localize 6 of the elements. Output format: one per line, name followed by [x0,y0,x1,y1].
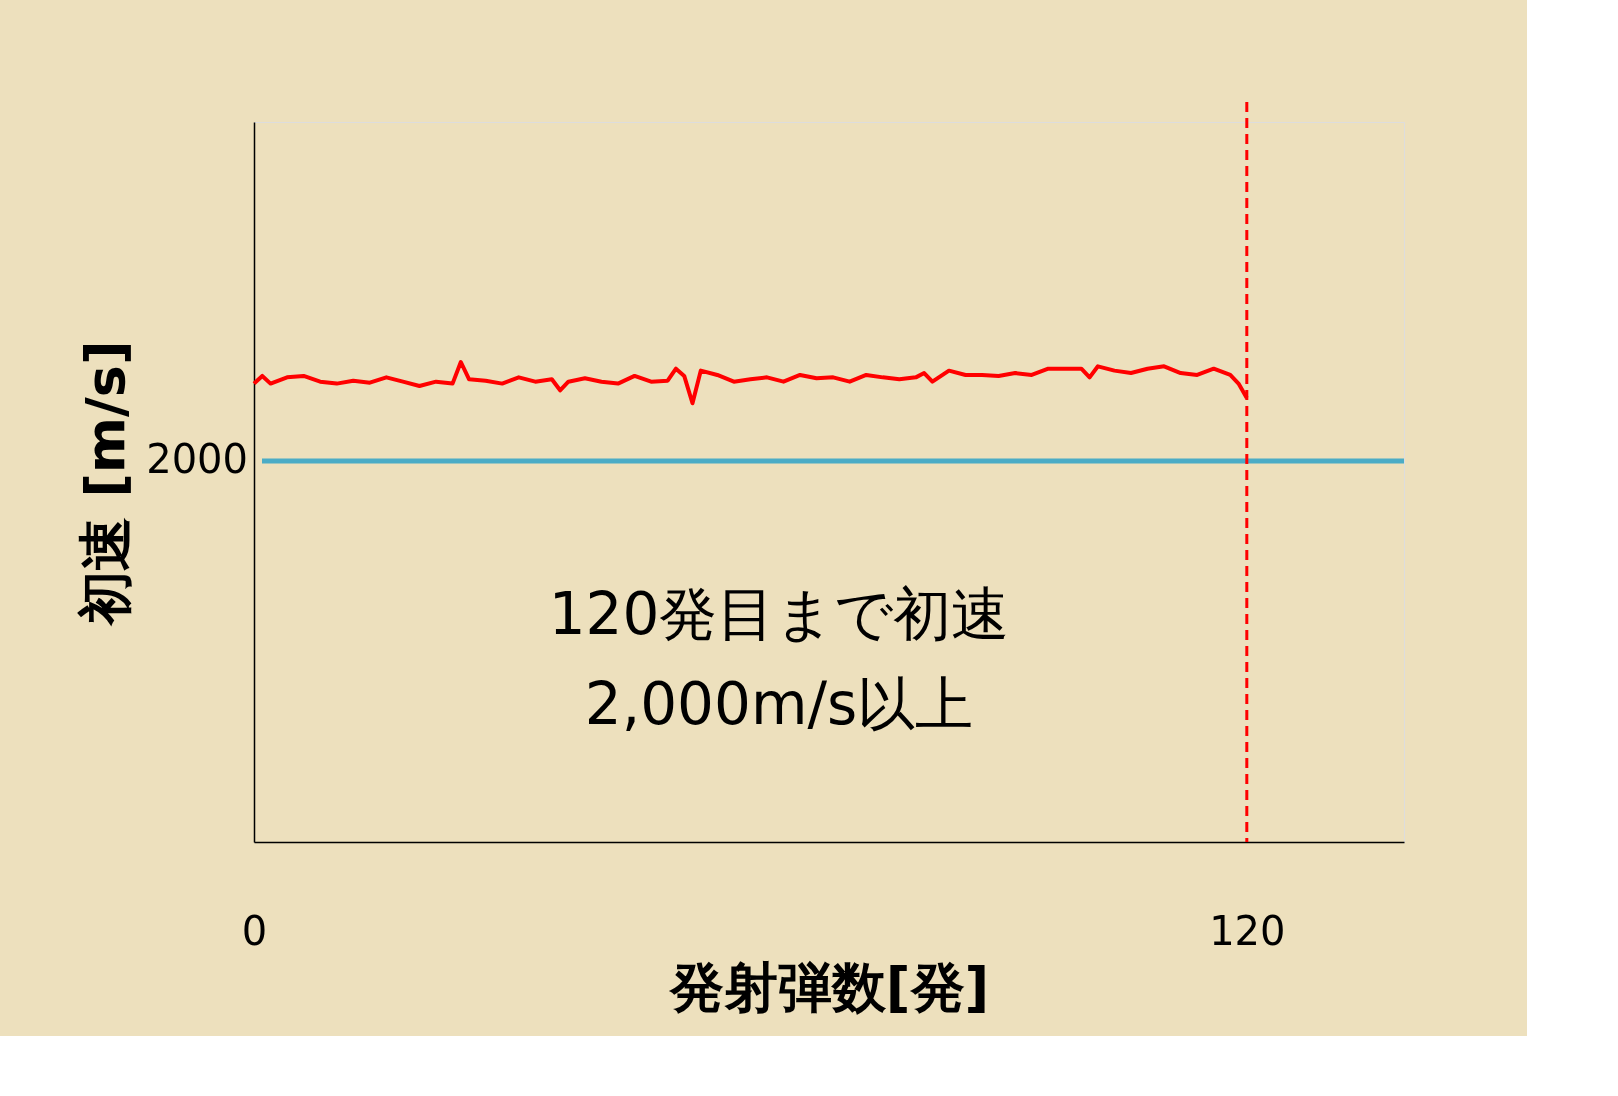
x-tick-label: 0 [241,907,268,954]
x-axis-title: 発射弾数[発] [667,955,990,1019]
annotation: 120発目まで初速 2,000m/s以上 [548,580,1010,738]
y-axis-title: 初速 [m/s] [73,340,137,627]
x-tick-label: 120 [1209,907,1286,954]
text: 2000 [146,435,248,482]
